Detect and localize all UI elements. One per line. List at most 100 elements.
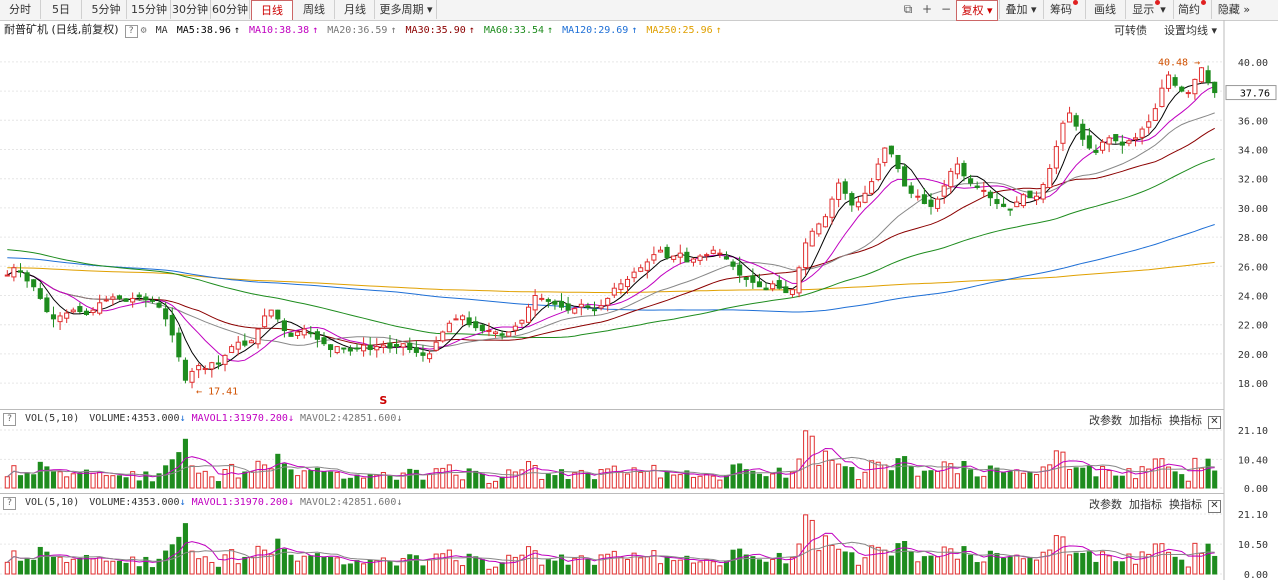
volume-bar [288,554,294,575]
volume-bar [783,563,789,575]
candle-body [24,272,30,282]
volume-bar [24,557,30,575]
candle-body [651,254,657,261]
volume-bar [1113,475,1119,489]
volume-bar [361,477,367,489]
set-ma-link[interactable]: 设置均线 ▾ [1164,22,1217,38]
volume-bar [156,558,162,575]
period-tab-monthly[interactable]: 月线 [336,0,375,19]
candle-body [862,192,868,203]
edit-params-link[interactable]: 改参数 [1089,414,1122,427]
period-tab-15min[interactable]: 15分钟 [128,0,171,19]
volume-legend-1: ? VOL(5,10) VOLUME:4353.000↓ MAVOL1:3197… [0,411,402,427]
help-icon[interactable]: ? [124,25,138,38]
candle-body [143,296,149,301]
volume-bar [460,565,466,575]
simple-button[interactable]: 简约 [1173,0,1210,19]
volume-bar [809,519,815,575]
volume-bar [737,463,743,489]
volume-bar [1034,559,1040,575]
zoom-in-icon[interactable]: + [921,2,933,16]
ma5-value: MA5:38.96 [176,25,231,36]
candle-body [209,362,215,370]
candle-body [374,346,380,351]
volume-bar [1179,474,1185,489]
volume-bar [262,549,268,575]
switch-indicator-link[interactable]: 换指标 [1169,414,1202,427]
hide-button[interactable]: 隐藏 » [1211,0,1256,19]
help-icon[interactable]: ? [3,497,16,510]
y-tick-label: 32.00 [1238,175,1268,186]
volume-bar [1139,551,1145,575]
close-icon[interactable]: ✕ [1208,500,1221,513]
zoom-out-icon[interactable]: − [940,2,952,16]
volume-bar [690,562,697,575]
volume-bar [961,546,967,575]
period-tab-weekly[interactable]: 周线 [294,0,335,19]
period-tab-30min[interactable]: 30分钟 [170,0,211,19]
volume-bar [737,548,743,575]
volume-bar [433,553,439,575]
period-tab-more[interactable]: 更多周期 ▾ [376,0,437,19]
candle-body [704,254,710,257]
help-icon[interactable]: ? [3,413,16,426]
close-icon[interactable]: ✕ [1208,416,1221,429]
volume-bar [539,478,545,489]
candle-body [664,246,670,259]
candle-body [1086,135,1092,149]
volume-bar [136,480,142,489]
candle-body [690,258,697,263]
chevron-down-icon: ▾ [983,4,993,17]
settings-icon[interactable]: ⚙ [140,25,147,36]
copy-icon[interactable]: ⧉ [903,2,913,16]
convertible-bond-link[interactable]: 可转债 [1114,24,1147,37]
candle-body [1152,108,1158,121]
chips-button[interactable]: 筹码 [1043,0,1084,19]
add-indicator-link[interactable]: 加指标 [1129,498,1162,511]
volume-bar [11,465,17,489]
volume-bar [354,474,360,489]
vol-tick-label: 21.10 [1238,426,1268,437]
volume-bar [987,550,993,575]
volume-bar [1060,536,1066,575]
period-tab-5min[interactable]: 5分钟 [86,0,127,19]
candle-body [479,324,485,332]
volume-bar [545,559,551,575]
draw-line-button[interactable]: 画线 [1085,0,1124,19]
volume-bar [1086,551,1092,575]
period-tab-5day[interactable]: 5日 [41,0,82,19]
candle-body [961,162,967,177]
volume-bar [314,553,320,575]
volume-bar [275,453,281,489]
volume-bar [948,548,954,575]
volume-bar [1073,552,1079,575]
overlay-button[interactable]: 叠加 ▾ [999,0,1042,19]
fuquan-button[interactable]: 复权 ▾ [956,0,998,21]
volume-bar [17,475,24,489]
candle-body [202,368,208,370]
candle-body [413,347,419,353]
volume-bar [189,550,195,575]
period-tab-fenshi[interactable]: 分时 [0,0,41,19]
period-tab-60min[interactable]: 60分钟 [211,0,250,19]
candle-body [1014,201,1020,208]
current-price-label: 37.76 [1240,89,1270,100]
switch-indicator-link[interactable]: 换指标 [1169,498,1202,511]
display-button[interactable]: 显示 ▾ [1125,0,1172,19]
volume-bar [394,565,400,575]
add-indicator-link[interactable]: 加指标 [1129,414,1162,427]
arrow-down-icon: ↓ [287,413,294,424]
edit-params-link[interactable]: 改参数 [1089,498,1122,511]
period-tab-daily[interactable]: 日线 [251,0,293,20]
volume-bar [149,481,155,489]
volume-bar [354,560,360,575]
volume-bar [822,450,828,489]
volume-bar [1034,474,1040,489]
volume-bar [935,470,941,489]
volume-bar [565,479,571,489]
volume-bar [974,476,980,489]
volume-bar [90,558,96,575]
volume-bar [446,549,452,575]
volume-bar [770,473,776,489]
